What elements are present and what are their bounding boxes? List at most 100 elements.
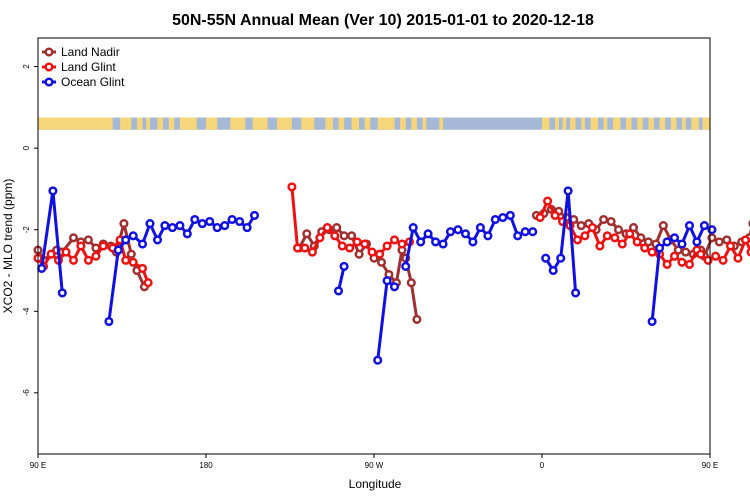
land-segment	[542, 117, 550, 130]
y-tick-label: 2	[22, 64, 31, 69]
data-point-land-glint	[121, 255, 131, 265]
data-point-ocean-glint	[235, 216, 245, 227]
series-ocean-glint	[37, 186, 717, 365]
data-point-ocean-glint	[669, 233, 680, 243]
data-point-ocean-glint	[212, 223, 222, 233]
data-point-land-glint	[733, 253, 743, 263]
land-segment	[670, 117, 677, 130]
data-point-ocean-glint	[563, 186, 573, 196]
land-segment	[120, 117, 132, 130]
land-segment	[581, 117, 585, 130]
legend-item-ocean-glint: Ocean Glint	[42, 75, 125, 89]
data-point-land-nadir	[68, 233, 79, 243]
data-point-ocean-glint	[423, 229, 433, 239]
land-segment	[422, 117, 427, 130]
data-point-land-nadir	[714, 237, 724, 247]
land-segment	[400, 117, 406, 130]
data-point-land-nadir	[673, 245, 683, 255]
data-point-land-glint	[543, 196, 553, 206]
data-point-ocean-glint	[408, 223, 418, 233]
data-point-ocean-glint	[520, 227, 530, 237]
data-point-land-glint	[647, 247, 657, 257]
data-point-land-nadir	[613, 225, 624, 235]
data-point-ocean-glint	[453, 225, 463, 235]
land-segment	[351, 117, 360, 130]
series-layer	[33, 182, 750, 365]
data-point-ocean-glint	[548, 265, 558, 276]
x-tick-label: 90 E	[702, 461, 718, 470]
legend-marker	[44, 47, 54, 57]
legend-item-land-nadir: Land Nadir	[42, 45, 120, 59]
data-point-ocean-glint	[249, 210, 260, 220]
data-point-land-glint	[375, 249, 385, 259]
data-point-ocean-glint	[662, 237, 672, 247]
y-axis-label: XCO2 - MLO trend (ppm)	[1, 179, 15, 314]
land-segment	[555, 117, 559, 130]
land-segment	[562, 117, 567, 130]
data-point-ocean-glint	[113, 245, 123, 255]
data-point-land-glint	[307, 247, 317, 257]
data-point-ocean-glint	[220, 221, 230, 231]
data-point-ocean-glint	[647, 316, 657, 327]
data-point-land-glint	[345, 243, 355, 253]
series-line-ocean-glint	[376, 279, 396, 361]
data-point-land-glint	[91, 251, 101, 261]
data-point-ocean-glint	[498, 212, 508, 223]
data-point-land-glint	[550, 210, 560, 220]
data-point-land-glint	[300, 243, 310, 253]
y-axis: 2 0 -2 -4 -6	[22, 64, 38, 396]
data-point-land-glint	[595, 241, 605, 251]
data-point-land-nadir	[83, 235, 93, 245]
data-point-land-glint	[292, 243, 303, 253]
land-segment	[411, 117, 417, 130]
data-point-land-nadir	[606, 216, 616, 227]
data-point-land-nadir	[126, 249, 136, 259]
data-point-ocean-glint	[160, 221, 170, 231]
land-segment	[136, 117, 143, 130]
x-tick-label: 180	[199, 461, 213, 470]
data-point-ocean-glint	[699, 221, 709, 231]
data-point-ocean-glint	[373, 355, 383, 365]
data-point-ocean-glint	[431, 237, 441, 247]
x-axis-label: Longitude	[349, 477, 402, 491]
data-point-land-glint	[352, 237, 362, 247]
data-point-ocean-glint	[48, 186, 58, 196]
data-point-land-glint	[128, 257, 138, 267]
land-segment	[612, 117, 621, 130]
data-point-land-glint	[389, 235, 400, 245]
y-tick-label: -4	[22, 307, 31, 315]
data-point-ocean-glint	[692, 237, 702, 247]
land-segment	[276, 117, 292, 130]
data-point-ocean-glint	[490, 214, 500, 225]
y-tick-label: 0	[22, 145, 31, 150]
data-point-ocean-glint	[145, 219, 155, 229]
data-point-land-glint	[382, 241, 392, 251]
data-point-land-glint	[61, 247, 71, 257]
x-tick-label: 90 W	[365, 461, 384, 470]
legend-label: Land Nadir	[61, 45, 120, 59]
x-tick-label: 90 E	[30, 461, 46, 470]
data-point-land-nadir	[658, 221, 668, 231]
data-point-land-nadir	[643, 237, 653, 247]
data-point-ocean-glint	[655, 243, 665, 253]
data-point-ocean-glint	[205, 216, 215, 227]
land-segment	[570, 117, 576, 130]
land-segment	[325, 117, 333, 130]
land-segment	[648, 117, 654, 130]
data-point-land-glint	[572, 235, 583, 245]
data-point-land-glint	[580, 231, 590, 241]
data-point-ocean-glint	[382, 276, 392, 286]
data-point-ocean-glint	[182, 229, 192, 239]
data-point-land-nadir	[376, 257, 387, 267]
land-segment	[439, 117, 444, 130]
data-point-land-nadir	[347, 231, 357, 241]
land-segment	[179, 117, 197, 130]
land-segment	[230, 117, 246, 130]
data-point-ocean-glint	[438, 239, 448, 249]
data-point-ocean-glint	[684, 221, 695, 231]
land-segment	[626, 117, 632, 130]
land-segment	[38, 117, 113, 130]
data-point-land-nadir	[406, 278, 416, 288]
data-point-ocean-glint	[242, 223, 252, 233]
land-segment	[377, 117, 395, 130]
